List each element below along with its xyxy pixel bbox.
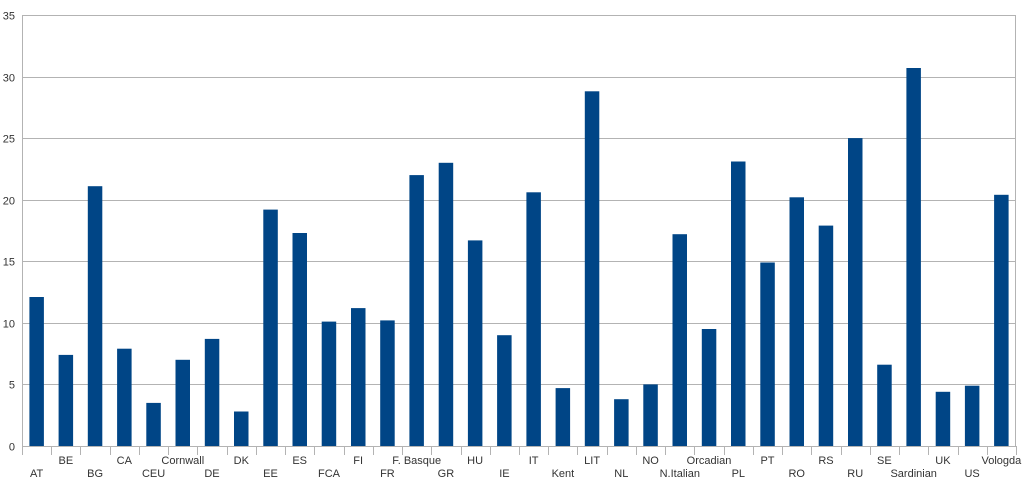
x-tick-label: US [964, 468, 979, 480]
bars [29, 68, 1009, 447]
bar-ru [848, 138, 863, 446]
bar-it [526, 192, 541, 446]
x-tick-label: GR [438, 468, 455, 480]
bar-us [964, 385, 980, 446]
x-tick-label: FCA [318, 468, 341, 480]
x-tick-label: DK [234, 455, 250, 467]
x-tick-label: Orcadian [687, 455, 732, 467]
y-tick-label: 15 [3, 257, 15, 269]
bar-be [58, 354, 74, 446]
x-tick-label: NL [614, 468, 628, 480]
bar-no [643, 384, 658, 446]
x-tick-label: Vologda [982, 455, 1023, 467]
x-tick-label: UK [935, 455, 951, 467]
y-tick-label: 30 [3, 73, 15, 85]
x-tick-label: HU [467, 455, 483, 467]
x-tick-label: FI [353, 455, 363, 467]
bar-ee [263, 209, 278, 446]
x-tick-label: PT [760, 455, 774, 467]
y-tick-label: 5 [9, 380, 15, 392]
bar-lit [584, 91, 600, 447]
x-tick-label: CEU [142, 468, 165, 480]
x-tick-label: Sardinian [890, 468, 936, 480]
y-tick-label: 0 [9, 442, 15, 454]
bar-ie [497, 335, 512, 446]
bar-rs [818, 225, 834, 446]
y-axis-ticks: 0 5 10 15 20 25 30 35 [3, 11, 15, 454]
bar-hu [467, 240, 483, 446]
x-tick-label: RS [818, 455, 833, 467]
x-tick-label: N.Italian [660, 468, 700, 480]
x-tick-label: NO [642, 455, 659, 467]
bar-ceu [146, 402, 161, 446]
bar-cornwall [175, 359, 190, 446]
bar-se [877, 364, 892, 446]
bar-pt [760, 262, 775, 446]
bar-de [204, 338, 220, 446]
bar-vologda [994, 194, 1009, 446]
x-tick-label: FR [380, 468, 395, 480]
x-tick-label: Cornwall [161, 455, 204, 467]
x-tick-label: CA [117, 455, 133, 467]
bar-dk [234, 411, 249, 446]
x-tick-label: ES [292, 455, 307, 467]
bar-n-italian [672, 234, 687, 446]
x-tick-label: BE [59, 455, 74, 467]
bar-orcadian [701, 329, 717, 446]
bar-bg [87, 186, 103, 446]
bar-ca [117, 348, 132, 446]
bar-kent [555, 388, 571, 446]
x-tick-label: DE [204, 468, 219, 480]
y-tick-label: 35 [3, 11, 15, 23]
x-tick-label: RO [788, 468, 805, 480]
bar-es [292, 233, 307, 446]
x-tick-label: F. Basque [392, 455, 441, 467]
x-tick-label: BG [87, 468, 103, 480]
bar-gr [438, 162, 454, 447]
x-tick-label: RU [847, 468, 863, 480]
x-tick-label: IE [499, 468, 509, 480]
x-tick-label: IT [529, 455, 539, 467]
bar-at [29, 297, 44, 446]
x-tick-label: AT [30, 468, 44, 480]
bar-nl [614, 399, 629, 446]
y-tick-label: 10 [3, 319, 15, 331]
bar-fr [380, 320, 395, 446]
bar-pl [731, 161, 746, 446]
bar-uk [935, 391, 951, 446]
y-tick-label: 25 [3, 134, 15, 146]
bar-fi [351, 308, 366, 446]
bar-fca [321, 321, 337, 446]
x-tick-label: SE [877, 455, 892, 467]
x-tick-label: PL [732, 468, 745, 480]
x-tick-label: Kent [552, 468, 575, 480]
bar-sardinian [906, 68, 921, 446]
bar-f-basque [409, 175, 424, 446]
gridlines [22, 15, 1016, 447]
x-tick-label: LIT [584, 455, 600, 467]
y-tick-label: 20 [3, 196, 15, 208]
x-tick-label: EE [263, 468, 278, 480]
bar-ro [789, 197, 804, 446]
